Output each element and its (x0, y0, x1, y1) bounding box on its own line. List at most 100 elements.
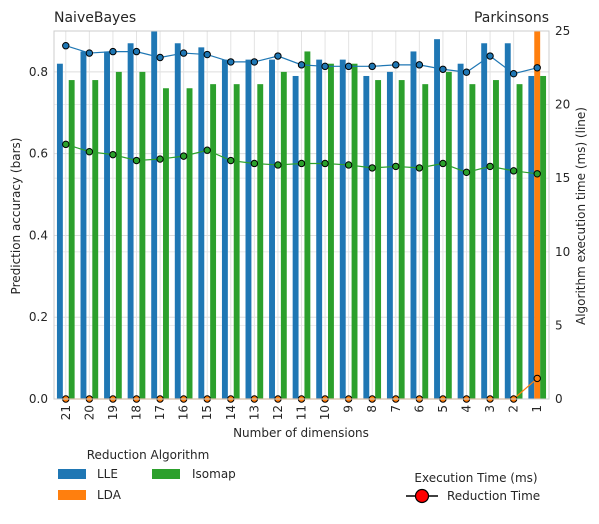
line-point-lle-19 (109, 47, 117, 56)
line-point-isomap-11 (297, 159, 306, 168)
y-tick-label: 0.4 (29, 228, 48, 242)
bar-lle-4 (457, 63, 464, 399)
bar-lle-19 (104, 51, 110, 399)
y2-tick-label: 15 (555, 171, 570, 185)
x-tick-label: 20 (82, 405, 96, 420)
bar-lle-3 (481, 43, 488, 400)
bar-isomap-15 (210, 84, 217, 400)
bar-isomap-9 (351, 63, 358, 399)
bar-isomap-1 (540, 75, 547, 399)
bar-isomap-18 (139, 71, 146, 399)
bar-isomap-21 (68, 80, 75, 400)
x-tick-label: 2 (507, 405, 521, 413)
line-point-isomap-20 (85, 148, 94, 156)
legend2-marker (414, 488, 430, 504)
line-point-isomap-21 (62, 140, 70, 149)
legend-swatch-lle (58, 469, 86, 479)
x-tick-label: 11 (295, 405, 309, 420)
bar-isomap-8 (375, 80, 382, 400)
x-tick-label: 14 (224, 405, 238, 420)
bar-lle-17 (151, 31, 158, 399)
y-ticks: 0.0 0.2 0.4 0.6 0.8 (29, 65, 48, 406)
x-tick-label: 1 (530, 405, 544, 413)
bar-lle-12 (269, 59, 275, 399)
line-point-lle-21 (62, 42, 70, 50)
y2-axis-label: Algorithm execution time (ms) (line) (574, 107, 588, 325)
bar-lle-1 (528, 75, 535, 399)
line-point-isomap-16 (179, 152, 188, 160)
x-tick-label: 17 (153, 405, 167, 420)
line-point-lle-5 (439, 65, 447, 73)
bar-lle-6 (410, 51, 417, 399)
bar-isomap-11 (304, 51, 311, 399)
bar-isomap-10 (328, 63, 334, 399)
legend-swatch-lda (58, 490, 86, 500)
bar-isomap-3 (493, 80, 499, 400)
bar-lle-13 (245, 59, 252, 399)
x-tick-label: 5 (436, 405, 450, 413)
bar-lle-16 (174, 43, 181, 400)
line-point-lle-15 (203, 50, 211, 59)
legend-label-isomap: Isomap (192, 467, 236, 481)
bar-lle-10 (316, 59, 323, 399)
x-tick-label: 16 (177, 405, 191, 420)
bar-isomap-17 (163, 88, 169, 399)
bar-isomap-7 (398, 80, 405, 400)
plot-frame (53, 30, 550, 400)
legend-swatch-isomap (152, 469, 180, 479)
x-tick-label: 6 (412, 405, 426, 413)
line-point-isomap-18 (132, 156, 141, 165)
legend2-label: Reduction Time (447, 489, 540, 503)
line-point-isomap-5 (439, 159, 447, 168)
x-tick-label: 19 (106, 405, 120, 420)
x-tick-label: 13 (247, 405, 261, 420)
bar-lle-11 (292, 75, 299, 399)
bar-lle-5 (434, 39, 440, 400)
x-tick-label: 3 (483, 405, 497, 413)
line-point-isomap-1 (533, 170, 541, 178)
x-tick-label: 15 (200, 405, 214, 420)
line-point-lle-9 (344, 62, 353, 71)
line-point-isomap-9 (344, 161, 353, 169)
bars (56, 31, 547, 400)
line-point-lle-11 (297, 61, 306, 69)
bar-isomap-2 (516, 84, 523, 400)
x-tick-label: 4 (460, 405, 474, 413)
title-left: NaiveBayes (54, 10, 136, 26)
legend2-title: Execution Time (ms) (414, 471, 537, 485)
bar-lle-7 (386, 71, 393, 399)
bar-isomap-6 (422, 84, 429, 400)
y2-tick-label: 20 (555, 98, 570, 112)
line-point-isomap-12 (274, 161, 282, 169)
line-point-isomap-17 (156, 155, 164, 163)
bar-isomap-16 (186, 88, 193, 399)
bar-isomap-5 (445, 71, 452, 399)
y-tick-label: 0.0 (29, 392, 48, 406)
bar-isomap-14 (233, 84, 240, 400)
x-axis-label: Number of dimensions (233, 426, 369, 440)
line-point-lle-6 (415, 61, 424, 69)
line-point-isomap-15 (203, 146, 211, 154)
y-tick-label: 0.2 (29, 310, 48, 324)
x-ticks: 21 20 19 18 17 16 15 14 13 12 11 10 9 8 7 6 5 4 3 2 1 (59, 405, 544, 420)
y-axis-label: Prediction accuracy (bars) (9, 138, 23, 295)
bar-lle-9 (339, 59, 346, 399)
line-point-lle-7 (392, 61, 400, 69)
y2-tick-label: 10 (555, 245, 570, 259)
bar-isomap-20 (92, 80, 99, 400)
line-point-lle-3 (486, 52, 494, 60)
line-point-lda-1 (533, 374, 541, 383)
line-point-isomap-19 (109, 150, 117, 159)
x-tick-label: 8 (365, 405, 379, 413)
line-point-lle-10 (321, 62, 329, 71)
x-tick-label: 7 (389, 405, 403, 413)
legend-execution-time: Execution Time (ms) Reduction Time (406, 471, 540, 504)
legend-label-lda: LDA (97, 488, 122, 502)
line-point-isomap-6 (415, 164, 424, 172)
line-point-lle-12 (274, 52, 282, 60)
line-point-lle-8 (368, 62, 376, 71)
y2-tick-label: 0 (555, 392, 563, 406)
x-tick-label: 12 (271, 405, 285, 420)
